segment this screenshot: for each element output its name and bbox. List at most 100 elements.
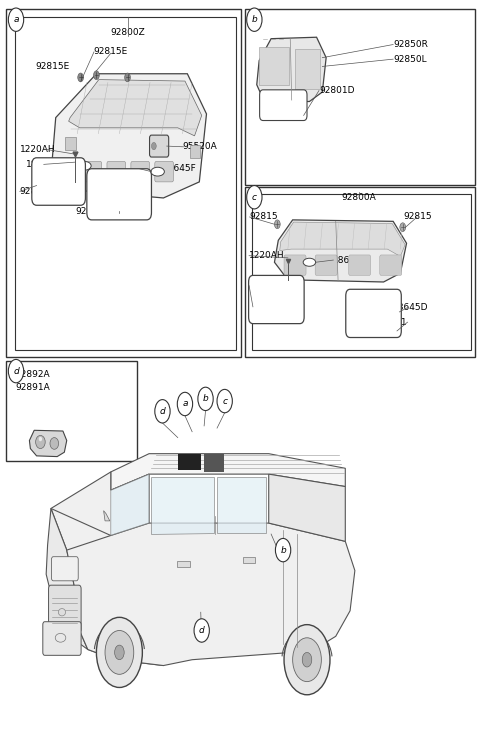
Bar: [190, 145, 200, 158]
FancyBboxPatch shape: [155, 162, 173, 182]
Ellipse shape: [59, 608, 66, 616]
Text: c: c: [252, 193, 257, 202]
Bar: [259, 47, 289, 85]
Circle shape: [8, 8, 24, 31]
Polygon shape: [51, 509, 168, 665]
Text: d: d: [159, 407, 165, 416]
Polygon shape: [111, 454, 345, 490]
Polygon shape: [51, 472, 149, 550]
Circle shape: [115, 645, 124, 660]
FancyBboxPatch shape: [260, 90, 307, 121]
Text: 18645F: 18645F: [163, 164, 197, 173]
Ellipse shape: [55, 633, 66, 642]
FancyBboxPatch shape: [107, 162, 126, 182]
Polygon shape: [69, 80, 202, 136]
Text: 92815E: 92815E: [35, 62, 70, 71]
Polygon shape: [52, 74, 206, 198]
Text: d: d: [199, 626, 204, 635]
Text: 92822E: 92822E: [75, 206, 109, 216]
Text: 1220AH: 1220AH: [249, 251, 284, 260]
FancyBboxPatch shape: [32, 158, 85, 205]
Bar: [6, 10, 241, 356]
Circle shape: [177, 392, 192, 416]
Ellipse shape: [50, 438, 59, 449]
Text: 92811: 92811: [249, 281, 277, 290]
FancyBboxPatch shape: [43, 621, 81, 655]
FancyBboxPatch shape: [48, 585, 81, 632]
Circle shape: [276, 539, 291, 561]
FancyBboxPatch shape: [348, 255, 371, 275]
Text: a: a: [182, 400, 188, 408]
Text: a: a: [13, 15, 19, 24]
Bar: [65, 138, 76, 151]
Circle shape: [155, 400, 170, 423]
Circle shape: [194, 619, 209, 642]
FancyBboxPatch shape: [83, 162, 102, 182]
Polygon shape: [46, 509, 88, 649]
Text: 92800A: 92800A: [341, 193, 376, 203]
Polygon shape: [269, 474, 345, 542]
Circle shape: [247, 185, 262, 209]
Bar: [204, 454, 224, 472]
Text: 92815: 92815: [250, 212, 278, 222]
Circle shape: [284, 624, 330, 695]
Text: 18645F: 18645F: [25, 160, 60, 169]
Circle shape: [293, 638, 322, 681]
Polygon shape: [67, 523, 355, 665]
Bar: [243, 558, 255, 563]
Bar: [177, 561, 190, 567]
Bar: [295, 49, 321, 89]
FancyBboxPatch shape: [380, 255, 402, 275]
Text: 95520A: 95520A: [182, 142, 217, 152]
FancyBboxPatch shape: [315, 255, 337, 275]
Text: 92892A: 92892A: [15, 370, 49, 379]
Text: 1220AH: 1220AH: [20, 144, 56, 154]
Text: b: b: [252, 15, 257, 24]
Polygon shape: [152, 477, 214, 534]
FancyBboxPatch shape: [284, 255, 306, 275]
Text: 18645D: 18645D: [393, 303, 429, 312]
Text: 92850L: 92850L: [393, 55, 427, 64]
Ellipse shape: [151, 168, 164, 176]
Text: d: d: [13, 367, 19, 376]
FancyBboxPatch shape: [51, 557, 78, 580]
Text: 92801D: 92801D: [319, 86, 354, 95]
Bar: [6, 361, 137, 461]
Circle shape: [198, 387, 213, 411]
Text: c: c: [222, 397, 227, 406]
Bar: [245, 187, 475, 356]
Circle shape: [105, 630, 134, 674]
Bar: [178, 454, 201, 470]
Circle shape: [217, 389, 232, 413]
Bar: [15, 17, 236, 350]
Polygon shape: [257, 37, 326, 102]
Text: b: b: [280, 545, 286, 555]
Ellipse shape: [303, 258, 316, 266]
Text: 92850R: 92850R: [393, 40, 428, 49]
Ellipse shape: [39, 437, 42, 441]
FancyBboxPatch shape: [87, 169, 152, 220]
Text: 92811: 92811: [379, 318, 408, 326]
Bar: [252, 194, 471, 350]
Circle shape: [94, 71, 99, 80]
Circle shape: [8, 359, 24, 383]
Circle shape: [400, 223, 406, 231]
Polygon shape: [217, 477, 266, 533]
FancyBboxPatch shape: [131, 162, 150, 182]
Polygon shape: [275, 220, 407, 282]
FancyBboxPatch shape: [249, 275, 304, 324]
Circle shape: [247, 8, 262, 31]
Text: 92815: 92815: [404, 212, 432, 222]
Circle shape: [302, 652, 312, 667]
Circle shape: [125, 73, 131, 82]
Ellipse shape: [387, 308, 399, 316]
Polygon shape: [280, 222, 405, 256]
Ellipse shape: [36, 436, 45, 449]
Bar: [245, 10, 475, 184]
Circle shape: [275, 220, 280, 228]
Polygon shape: [111, 474, 149, 536]
Text: b: b: [203, 395, 208, 403]
Polygon shape: [29, 430, 67, 457]
FancyBboxPatch shape: [150, 135, 168, 157]
Circle shape: [152, 143, 156, 150]
